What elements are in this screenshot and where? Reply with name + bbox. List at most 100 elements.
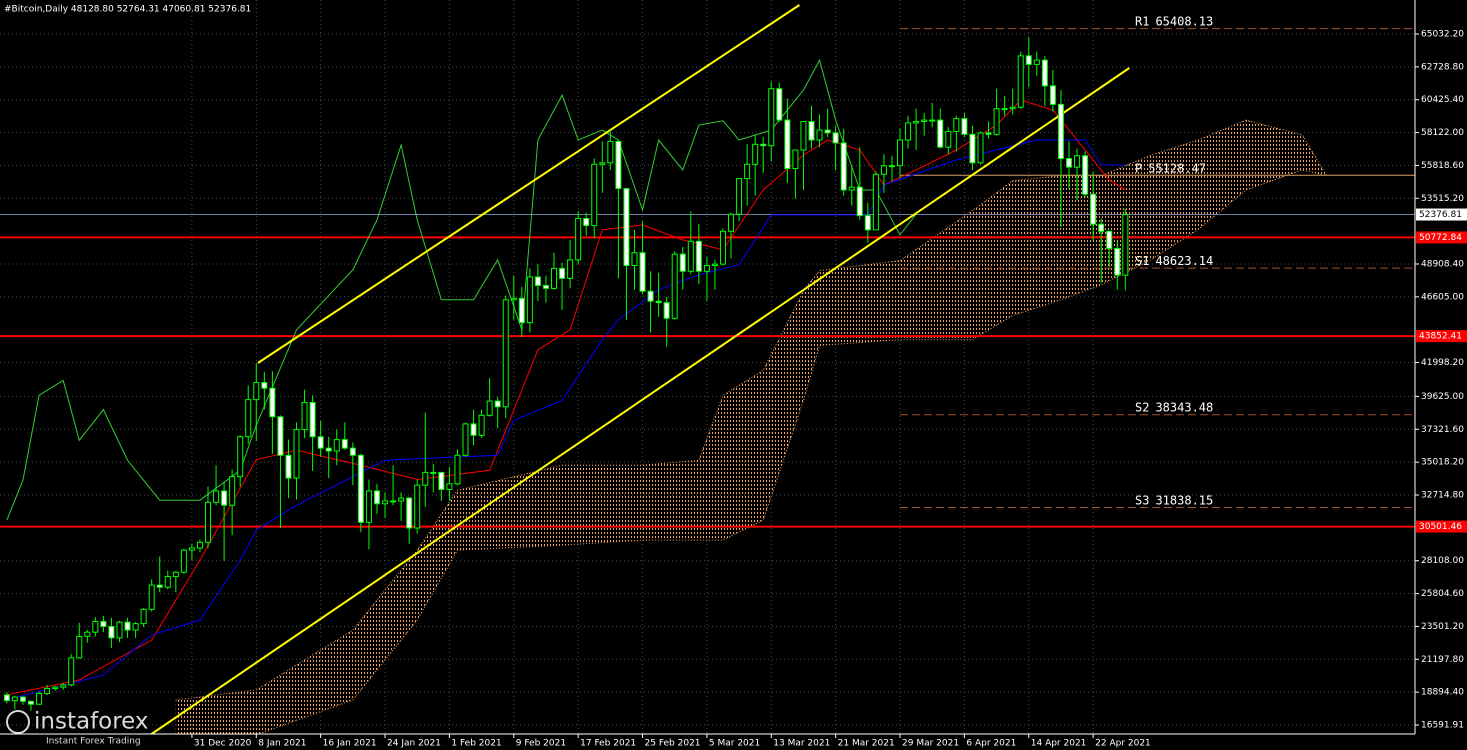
candle-body	[3, 694, 10, 702]
candle-body	[357, 454, 364, 523]
candle-body	[679, 253, 686, 272]
candle-body	[655, 300, 662, 304]
trend-channel-line	[257, 4, 800, 364]
level-label-box	[1416, 231, 1467, 244]
candle-body	[44, 688, 51, 694]
candle-body	[333, 439, 340, 452]
x-tick-label: 21 Mar 2021	[838, 739, 895, 749]
candle-body	[615, 140, 622, 190]
logo-name: instaforex	[34, 709, 149, 735]
candle-body	[27, 700, 34, 705]
candle-body	[213, 490, 220, 503]
candle-body	[719, 230, 726, 265]
candle-body	[148, 584, 155, 610]
y-tick-label: 18894.40	[1421, 688, 1464, 698]
last-price-box	[1416, 208, 1467, 221]
candle-body	[68, 657, 75, 686]
level-label-box	[1416, 520, 1467, 533]
logo-icon	[6, 710, 30, 734]
candle-body	[687, 240, 694, 272]
level-label-box	[1416, 330, 1467, 343]
candle-body	[518, 297, 525, 324]
candle-body	[711, 263, 718, 267]
x-tick-label: 16 Jan 2021	[323, 739, 377, 749]
candle-body	[11, 696, 18, 702]
candle-body	[559, 267, 566, 279]
candle-body	[534, 276, 541, 287]
trend-channel-line	[149, 67, 1130, 736]
candle-body	[921, 119, 928, 122]
candle-body	[744, 163, 751, 180]
pivot-label: P 55128.47	[1135, 161, 1206, 175]
x-tick-label: 8 Jan 2021	[258, 739, 306, 749]
candle-body	[880, 165, 887, 175]
time-axis-area	[0, 734, 1415, 750]
candle-body	[1033, 59, 1040, 65]
candle-body	[864, 215, 871, 231]
candle-body	[237, 436, 244, 478]
pivot-name: R1	[1135, 14, 1149, 28]
y-tick-label: 41998.20	[1421, 358, 1464, 368]
price-axis-area	[1415, 0, 1467, 750]
candle-body	[1017, 55, 1024, 108]
candle-body	[365, 490, 372, 523]
y-tick-label: 62728.80	[1421, 62, 1464, 72]
candle-body	[285, 454, 292, 479]
candle-body	[977, 132, 984, 164]
candle-body	[100, 620, 107, 627]
pivot-label: S2 38343.48	[1135, 400, 1213, 414]
candle-body	[985, 132, 992, 135]
candle-body	[1082, 155, 1089, 195]
candle-body	[446, 483, 453, 491]
candle-body	[808, 120, 815, 141]
candle-body	[390, 500, 397, 503]
cloud-edge	[175, 119, 1327, 701]
x-tick-label: 14 Apr 2021	[1031, 739, 1087, 749]
candle-body	[1106, 230, 1113, 249]
candle-body	[768, 88, 775, 147]
candle-body	[301, 401, 308, 431]
candle-body	[60, 684, 67, 688]
candle-body	[583, 217, 590, 227]
candle-body	[422, 471, 429, 486]
candle-body	[438, 471, 445, 491]
candle-body	[180, 549, 187, 573]
last-price-label: 52376.81	[1419, 210, 1462, 220]
pivot-value: 31838.15	[1155, 493, 1213, 507]
y-tick-label: 48908.40	[1421, 260, 1464, 270]
candle-body	[245, 399, 252, 438]
candle-body	[703, 265, 710, 272]
candle-body	[945, 130, 952, 148]
candle-body	[1074, 155, 1081, 168]
pivot-label: S3 31838.15	[1135, 493, 1213, 507]
candle-body	[913, 120, 920, 124]
y-tick-label: 28108.00	[1421, 556, 1464, 566]
candle-body	[929, 119, 936, 122]
candle-body	[1025, 55, 1032, 65]
y-tick-label: 65032.20	[1421, 30, 1464, 40]
level-label: 30501.46	[1419, 522, 1462, 532]
candle-body	[430, 471, 437, 474]
candle-body	[752, 143, 759, 165]
candle-body	[398, 497, 405, 502]
candle-body	[1009, 106, 1016, 110]
y-tick-label: 53515.20	[1421, 194, 1464, 204]
candle-body	[824, 129, 831, 134]
y-tick-label: 37321.60	[1421, 425, 1464, 435]
candle-body	[784, 119, 791, 170]
y-tick-label: 39625.00	[1421, 392, 1464, 402]
candle-body	[172, 571, 179, 578]
candle-body	[1057, 103, 1064, 160]
candle-body	[462, 423, 469, 456]
candle-body	[792, 149, 799, 170]
pivot-name: P	[1135, 161, 1142, 175]
candle-body	[277, 416, 284, 456]
candle-body	[776, 88, 783, 121]
candle-body	[92, 620, 99, 633]
candle-body	[196, 541, 203, 549]
pivot-name: S3	[1135, 493, 1149, 507]
y-tick-label: 35018.20	[1421, 458, 1464, 468]
candle-body	[221, 490, 228, 506]
